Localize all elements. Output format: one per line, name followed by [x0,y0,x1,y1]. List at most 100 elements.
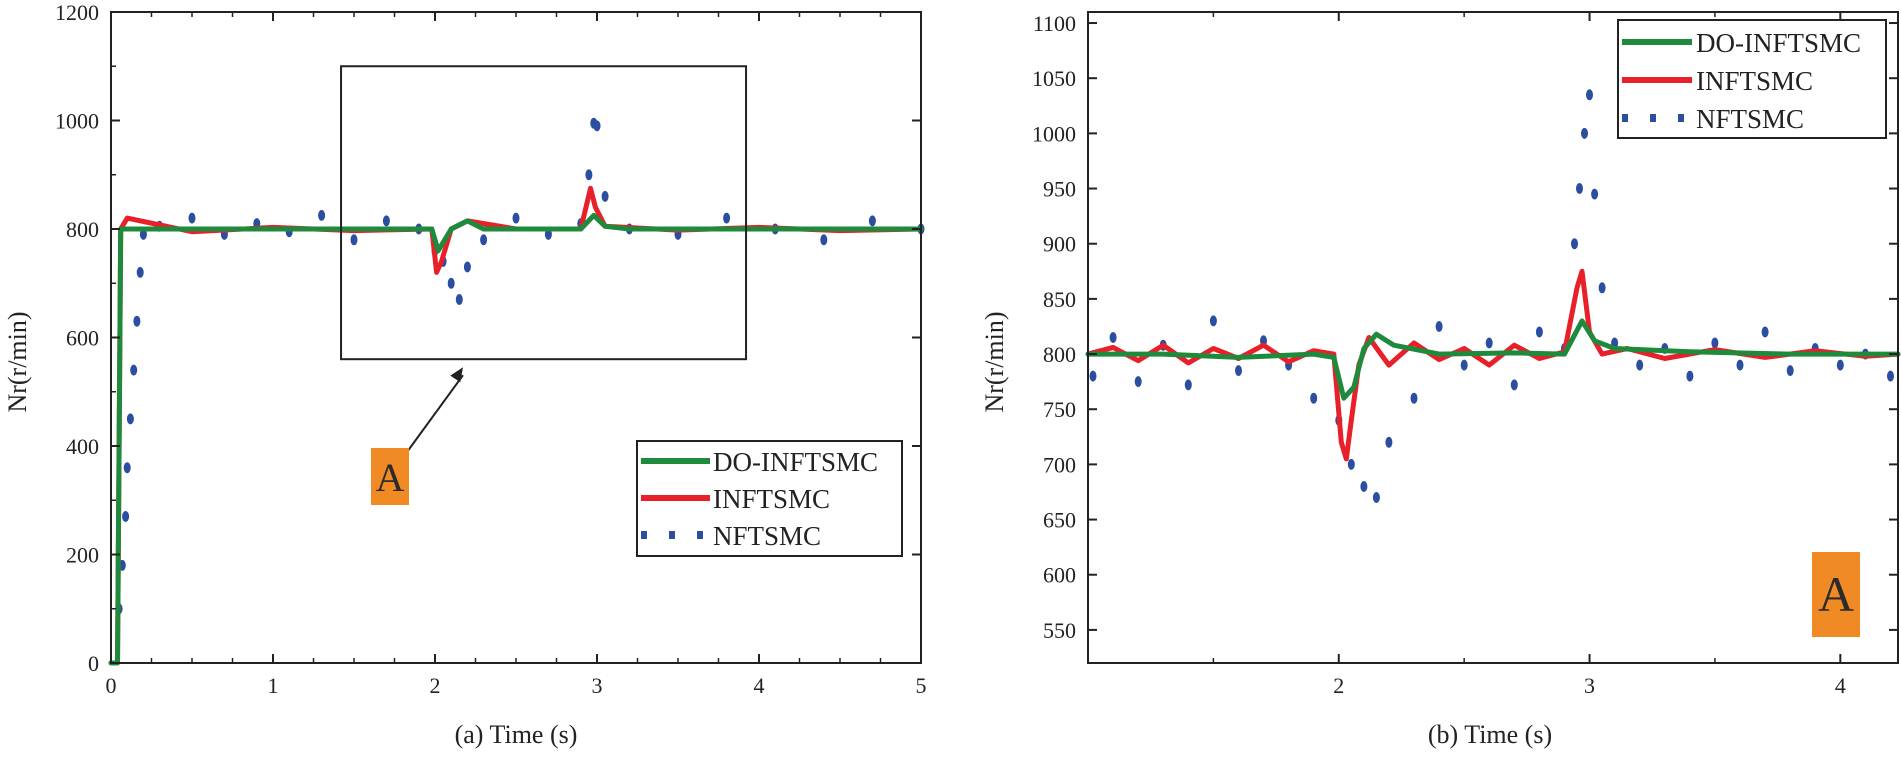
panel-a-xtick-label-0: 0 [106,673,117,698]
panel-b-point-nftsmc-23 [1576,183,1583,194]
panel-a-xtick-label-4: 4 [754,673,765,698]
panel-a-point-nftsmc-21 [455,294,463,305]
panel-a-point-nftsmc-5 [130,364,138,376]
panel-b-point-nftsmc-31 [1686,370,1694,382]
panel-b-point-nftsmc-2 [1134,376,1142,388]
panel-b-point-nftsmc-19 [1510,379,1518,391]
panel-a-point-nftsmc-30 [601,190,609,202]
panel-a: 0 1 2 3 4 5 0 200 400 600 800 1000 1200 A DO-INFTSMC… [3,0,927,749]
panel-a-point-nftsmc-29 [593,120,601,132]
panel-a-point-nftsmc-36 [868,215,876,227]
panel-a-xtick-label-1: 1 [268,673,279,698]
panel-b-ytick-label-2: 650 [1043,508,1076,533]
panel-b-ytick-label-10: 1050 [1032,66,1076,91]
panel-b-line-do-inftsmc [1085,318,1901,401]
panel-b-point-nftsmc-39 [1887,370,1894,382]
panel-a-line-do-inftsmc [108,212,924,666]
panel-a-point-nftsmc-24 [512,212,520,224]
panel-b-point-nftsmc-18 [1485,337,1493,349]
badge-a-label: A [376,455,405,500]
legend-b-label-nftsmc: NFTSMC [1696,104,1804,134]
panel-b-point-nftsmc-1 [1109,332,1117,343]
panel-a-point-nftsmc-15 [350,234,358,246]
panel-a-xlabel: (a) Time (s) [455,720,578,749]
panel-a-point-nftsmc-22 [463,261,471,273]
panel-a-point-nftsmc-25 [544,228,552,240]
panel-b-ytick-label-5: 800 [1043,342,1076,367]
panel-b-point-nftsmc-33 [1736,359,1744,371]
panel-a-ytick-label-2: 400 [66,434,99,459]
panel-b-ytick-label-11: 1100 [1033,11,1076,36]
legend-b-label-do-inftsmc: DO-INFTSMC [1696,28,1861,58]
panel-b-point-nftsmc-13 [1372,492,1380,503]
panel-b-xtick-label-2: 4 [1835,673,1846,698]
panel-b-series [1085,89,1901,503]
panel-a-point-nftsmc-8 [139,228,147,240]
legend-a-label-do-inftsmc: DO-INFTSMC [713,447,878,477]
panel-b: 2 3 4 550 600 650 700 750 800 850 900 950 1000 1050 11… [980,11,1901,749]
zoom-arrow [406,374,464,453]
panel-b-point-nftsmc-32 [1711,337,1719,349]
panel-b-point-nftsmc-20 [1535,326,1543,338]
panel-b-point-nftsmc-37 [1836,359,1844,371]
panel-a-point-nftsmc-4 [126,413,134,425]
panel-b-ticks: 2 3 4 550 600 650 700 750 800 850 900 950 1000 1050 11… [1032,11,1898,698]
panel-a-point-nftsmc-16 [382,215,390,227]
panel-b-xlabel: (b) Time (s) [1428,720,1552,749]
panel-a-point-nftsmc-2 [122,511,130,522]
panel-b-point-nftsmc-16 [1435,321,1443,332]
panel-b-point-nftsmc-22 [1571,238,1578,250]
panel-a-point-nftsmc-6 [133,315,141,327]
panel-b-point-nftsmc-17 [1460,359,1468,371]
zoom-arrowhead [450,367,463,383]
badge-b-label: A [1818,566,1854,622]
panel-b-point-nftsmc-15 [1410,392,1418,404]
panel-a-point-nftsmc-35 [820,234,828,246]
panel-b-point-nftsmc-24 [1581,127,1588,139]
panel-a-point-nftsmc-7 [136,266,144,278]
legend-b-label-inftsmc: INFTSMC [1696,66,1813,96]
panel-b-ytick-label-8: 950 [1043,177,1076,202]
panel-a-point-nftsmc-10 [188,212,196,224]
panel-a-point-nftsmc-27 [585,169,593,181]
panel-b-point-nftsmc-26 [1591,188,1599,200]
panel-b-point-nftsmc-35 [1786,365,1794,377]
panel-a-ytick-label-3: 600 [66,326,99,351]
panel-b-point-nftsmc-6 [1235,365,1242,377]
panel-a-xtick-label-3: 3 [592,673,603,698]
panel-b-ytick-label-3: 700 [1043,452,1076,477]
panel-b-point-nftsmc-0 [1089,370,1097,382]
badge-a-background [371,448,409,505]
badge-b-background [1812,552,1860,637]
panel-b-point-nftsmc-25 [1586,89,1593,101]
panel-b-point-nftsmc-9 [1310,392,1318,404]
panel-b-ytick-label-4: 750 [1043,397,1076,422]
panel-b-xtick-label-0: 2 [1333,673,1344,698]
panel-a-ytick-label-0: 0 [88,651,99,676]
panel-b-ytick-label-9: 1000 [1032,121,1076,146]
panel-b-point-nftsmc-5 [1209,315,1217,327]
panel-b-point-nftsmc-27 [1598,282,1606,294]
panel-b-point-nftsmc-34 [1761,326,1769,338]
legend-b: DO-INFTSMC INFTSMC NFTSMC [1617,19,1887,139]
panel-b-xtick-label-1: 3 [1584,673,1595,698]
panel-a-point-nftsmc-14 [318,209,326,221]
panel-a-ylabel: Nr(r/min) [3,311,32,412]
panel-b-ytick-label-1: 600 [1043,563,1076,588]
panel-b-point-nftsmc-29 [1636,359,1644,371]
panel-a-point-nftsmc-3 [123,462,131,474]
panel-a-line-inftsmc [108,185,924,666]
panel-a-ytick-label-4: 800 [66,217,99,242]
panel-a-point-nftsmc-33 [723,212,731,224]
panel-a-xtick-label-5: 5 [916,673,927,698]
legend-a: DO-INFTSMC INFTSMC NFTSMC [636,440,903,557]
panel-b-point-nftsmc-14 [1385,436,1393,448]
panel-b-ytick-label-7: 900 [1043,232,1076,257]
panel-a-point-nftsmc-20 [447,277,455,289]
legend-a-label-nftsmc: NFTSMC [713,521,821,551]
panel-b-ytick-label-6: 850 [1043,287,1076,312]
panel-a-series [108,117,925,666]
panel-b-ytick-label-0: 550 [1043,618,1076,643]
